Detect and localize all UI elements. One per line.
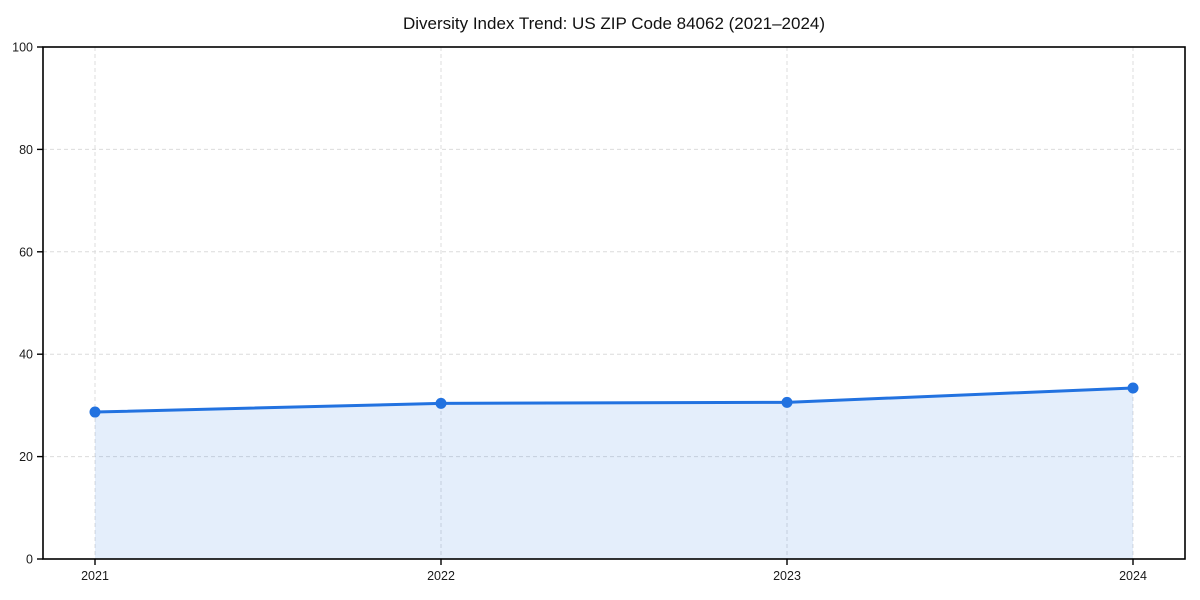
data-point-marker — [89, 406, 101, 418]
series-area-fill — [95, 387, 1133, 559]
x-tick-label: 2022 — [427, 569, 455, 583]
y-tick-label: 60 — [19, 245, 33, 259]
data-point-marker — [781, 396, 793, 408]
chart-title: Diversity Index Trend: US ZIP Code 84062… — [403, 14, 825, 33]
y-tick-label: 20 — [19, 450, 33, 464]
series-line — [93, 386, 1135, 414]
data-point-marker — [435, 397, 447, 409]
x-tick-label: 2021 — [81, 569, 109, 583]
plot-area: 0 20 40 60 80 100 2021 2022 2023 2024 — [12, 41, 1186, 583]
x-tick-label: 2023 — [773, 569, 801, 583]
data-point-marker — [1127, 382, 1139, 394]
x-tick-label: 2024 — [1119, 569, 1147, 583]
y-tick-label: 40 — [19, 348, 33, 362]
y-tick-label: 0 — [26, 553, 33, 567]
axes-spines — [42, 46, 1186, 560]
y-tick-label: 100 — [12, 41, 33, 55]
y-tick-label: 80 — [19, 143, 33, 157]
